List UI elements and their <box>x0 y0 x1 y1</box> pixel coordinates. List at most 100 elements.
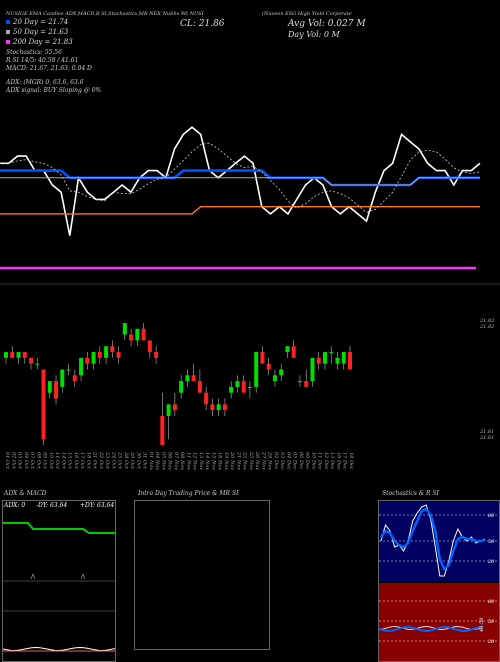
neg-dy-label: -DY: 63.64 <box>36 502 68 509</box>
ema50-label: 50 Day = 21.63 <box>13 28 69 36</box>
candle-body <box>166 404 171 416</box>
intraday-panel <box>134 500 270 650</box>
adx-macd-panel <box>2 500 116 662</box>
candle-body <box>185 375 190 382</box>
date-tick-label: 16 Dec <box>335 452 341 470</box>
pos-dy-label: +DY: 63.64 <box>80 502 115 509</box>
day-vol-label: Day Vol: 0 M <box>288 30 340 39</box>
date-tick-label: 04 Dec <box>285 452 291 470</box>
candle-body <box>341 352 346 364</box>
rsi-label: R SI 14/5: 40.58 / 41.61 <box>6 57 79 64</box>
date-tick-label: 14 Nov <box>204 452 210 470</box>
candle-body <box>22 352 27 358</box>
date-tick-label: 04 Oct <box>23 452 29 470</box>
date-tick-label: 26 Nov <box>254 451 260 470</box>
candle-body <box>104 346 109 358</box>
date-tick-label: 24 Oct <box>110 451 116 470</box>
adx-lines <box>3 522 115 652</box>
candle-body <box>47 381 52 393</box>
candle-body <box>29 357 34 364</box>
date-tick-label: 12 Dec <box>323 452 329 470</box>
candle-body <box>316 357 321 364</box>
date-tick-label: 06 Nov <box>167 452 173 470</box>
stoch-panel-title: Stochastics & R SI <box>382 490 439 497</box>
candle-body <box>122 323 127 335</box>
candle-body <box>4 352 8 358</box>
candle-body <box>154 352 159 358</box>
date-tick-label: 12 Nov <box>192 452 198 470</box>
date-tick-label: 03 Dec <box>279 452 285 470</box>
candle-body <box>116 352 121 358</box>
ema200-label: 200 Day = 21.83 <box>13 38 73 46</box>
ema50-swatch <box>6 30 10 34</box>
candle-body <box>97 352 102 358</box>
ema20-swatch <box>6 20 10 24</box>
stoch-rsi-panel: 80 50 20 80 50 20 40.58 <box>378 500 500 662</box>
candle-body <box>254 352 259 387</box>
candle-body <box>297 381 302 383</box>
candle-body <box>247 386 252 388</box>
series-line-200-day <box>0 205 480 215</box>
date-tick-label: 17 Oct <box>79 452 85 470</box>
avg-vol-label: Avg Vol: 0.027 M <box>288 19 366 29</box>
date-tick-label: 25 Oct <box>117 451 123 470</box>
candle-y-label: 21.61 <box>479 435 494 441</box>
candle-body <box>260 352 265 364</box>
date-tick-label: 07 Nov <box>173 452 179 470</box>
candle-body <box>135 328 140 341</box>
rsi-value-label: 40.58 <box>479 618 485 633</box>
fund-name: (Nuveen ESG High Yield Corporate <box>262 11 352 17</box>
stochastics-label: Stochastics: 55.56 <box>6 49 62 56</box>
macd-line <box>3 646 115 652</box>
date-tick-label: 19 Nov <box>223 452 229 470</box>
rsi-white-line <box>379 626 484 630</box>
rsi-tick-label: 20 <box>487 639 495 645</box>
date-tick-label: 15 Nov <box>210 452 216 470</box>
date-tick-label: 08 Nov <box>179 452 185 470</box>
candle-body <box>110 346 115 353</box>
date-tick-label: 09 Dec <box>304 452 310 470</box>
rsi-tick-label: 80 <box>488 599 495 605</box>
date-tick-label: 25 Nov <box>248 451 254 470</box>
date-tick-label: 09 Oct <box>42 452 48 470</box>
rsi-bg <box>379 583 499 661</box>
candle-body <box>210 404 215 411</box>
series-line-50-day <box>0 177 480 186</box>
date-tick-label: 01 Oct <box>4 452 10 470</box>
adx-macd-svg <box>3 522 115 652</box>
date-tick-label: 02 Dec <box>273 452 279 470</box>
adx-panel-title: ADX & MACD <box>4 490 47 497</box>
intraday-panel-title: Intra Day Trading Price & MR SI <box>138 490 239 497</box>
macd-label: MACD: 21.67, 21.63, 0.04 D <box>6 65 92 72</box>
date-tick-label: 04 Nov <box>154 452 160 470</box>
candle-body <box>266 363 271 370</box>
adx-signal-label: ADX signal: BUY Sloping @ 0% <box>6 87 102 94</box>
candle-body <box>10 352 15 358</box>
candle-body <box>335 357 340 364</box>
candle-body <box>160 415 165 445</box>
candle-body <box>279 369 284 376</box>
date-tick-label: 01 Nov <box>148 452 154 470</box>
candle-body <box>241 381 246 393</box>
date-tick-label: 21 Oct <box>92 451 98 470</box>
date-tick-label: 03 Oct <box>17 452 23 470</box>
candle-body <box>147 340 152 353</box>
date-tick-label: 11 Oct <box>54 452 60 470</box>
candle-body <box>285 346 290 353</box>
candle-body <box>60 369 65 387</box>
date-tick-label: 18 Nov <box>217 452 223 470</box>
ema20-label: 20 Day = 21.74 <box>13 18 69 26</box>
candle-body <box>141 328 146 341</box>
date-tick-label: 28 Oct <box>123 451 129 470</box>
title-line: NUSIGE EMA Candles ADX,MACD,R SI,Stochas… <box>6 11 204 17</box>
main-chart: 01 Oct 02 Oct 03 Oct 04 Oct 07 Oct 08 Oct 09 O… <box>0 126 500 470</box>
candle-body <box>197 381 202 393</box>
candle-body <box>204 392 209 405</box>
candle-body <box>16 352 21 358</box>
date-tick-label: 15 Oct <box>67 452 73 470</box>
date-tick-label: 14 Oct <box>60 452 66 470</box>
series-line-price <box>0 126 481 236</box>
candle-body <box>35 363 40 365</box>
date-tick-label: 08 Oct <box>35 452 41 470</box>
